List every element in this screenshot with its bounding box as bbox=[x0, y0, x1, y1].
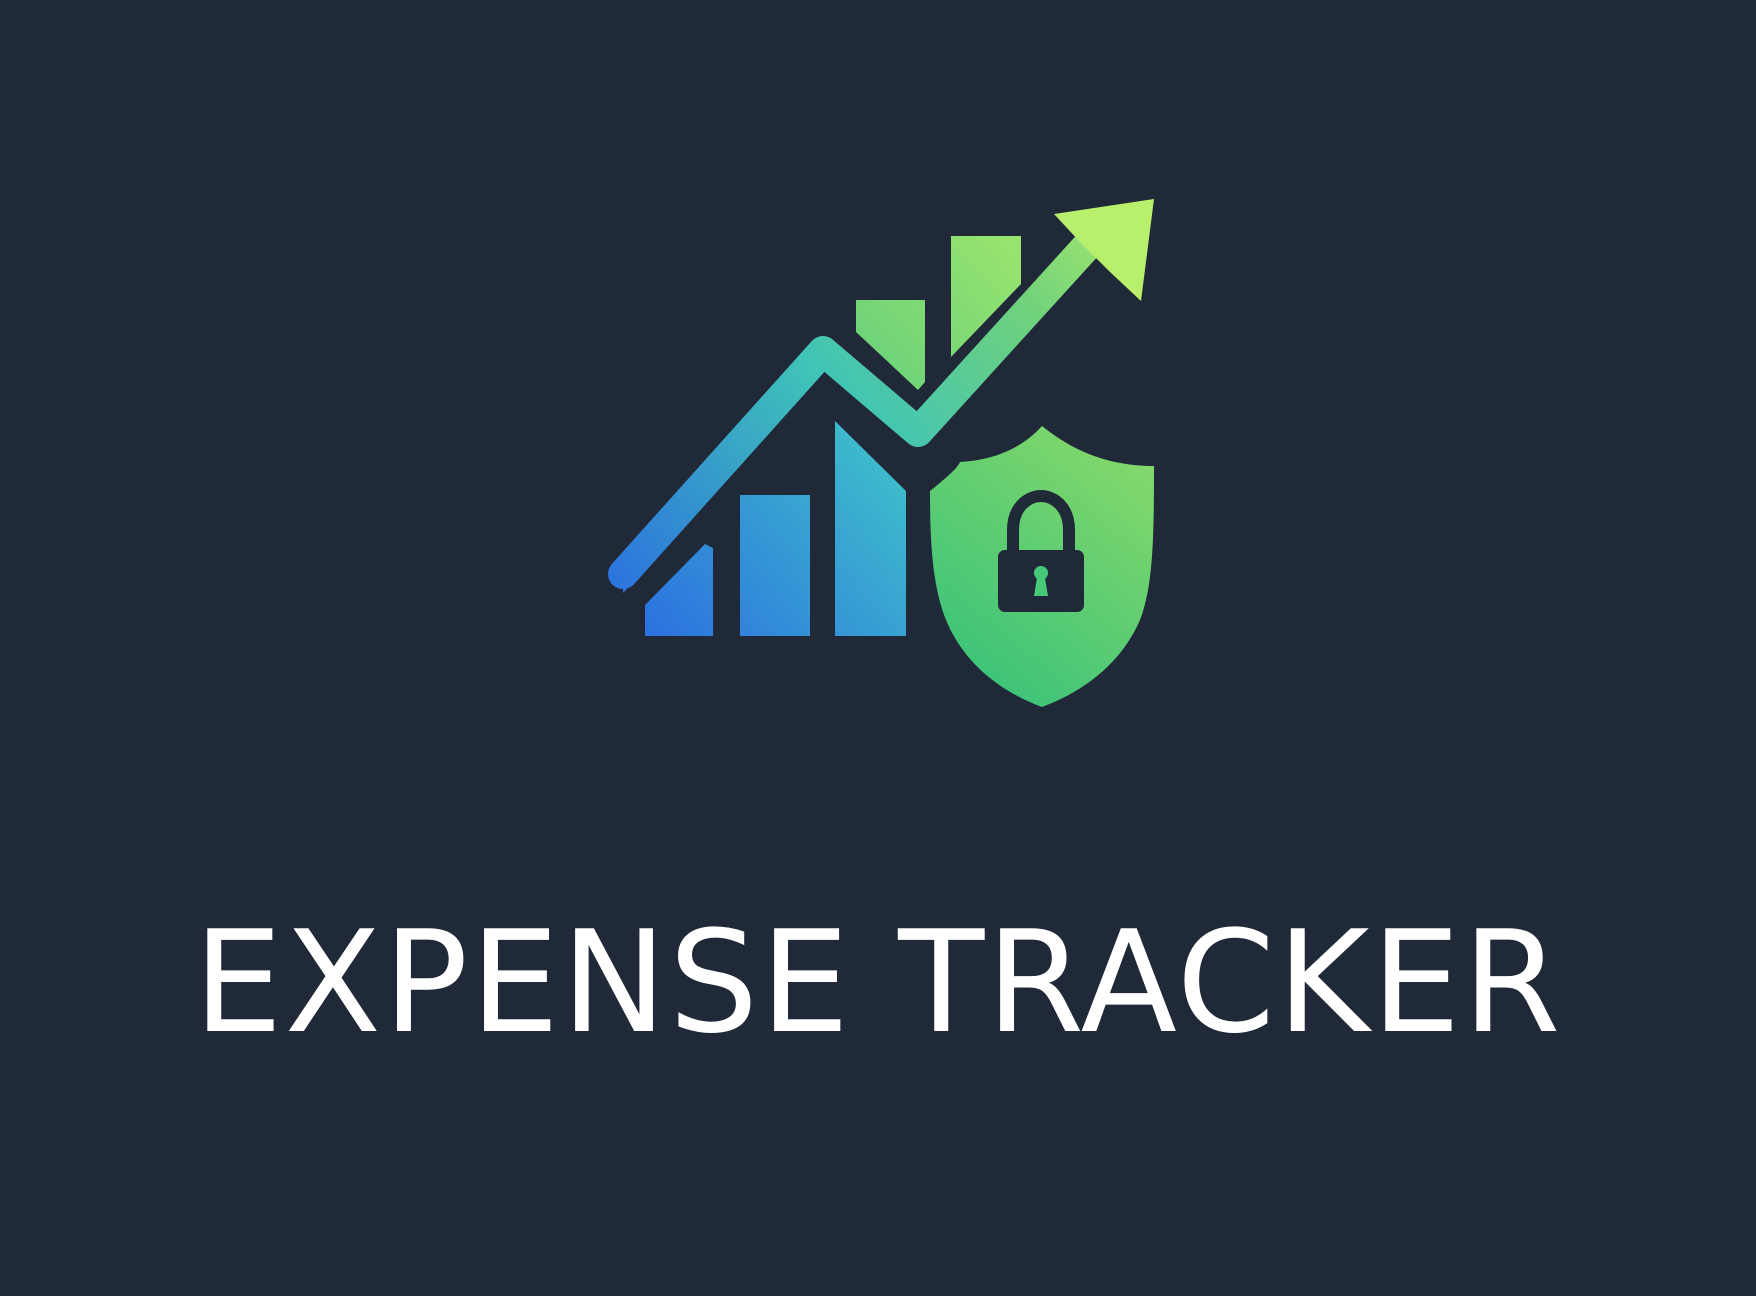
lock-icon bbox=[998, 489, 1084, 612]
bar-chart-icon bbox=[645, 236, 1021, 636]
growth-arrow-icon bbox=[608, 199, 1154, 593]
app-title: EXPENSE TRACKER bbox=[193, 900, 1563, 1065]
